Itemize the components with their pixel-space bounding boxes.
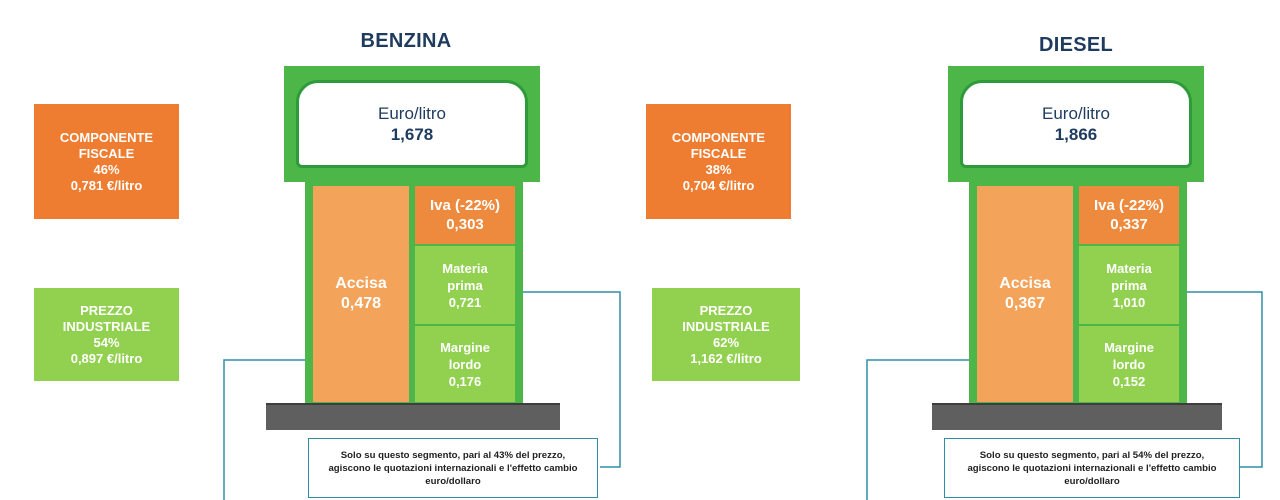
diesel-pump-base	[932, 403, 1222, 430]
benzina-iva-value: 0,303	[446, 216, 484, 233]
benzina-fiscal-label2: FISCALE	[78, 145, 135, 161]
diesel-price: 1,866	[1054, 125, 1098, 144]
diesel-margine-label1: Margine	[1104, 339, 1154, 355]
diesel-fiscal-label2: FISCALE	[690, 145, 747, 161]
benzina-accisa-segment: Accisa 0,478	[313, 186, 409, 402]
benzina-accisa-label: Accisa	[335, 275, 387, 292]
benzina-note-line1: Solo su questo segmento, pari al 43% del…	[340, 449, 566, 461]
diesel-accisa-label: Accisa	[999, 275, 1051, 292]
benzina-materia-value: 0,721	[448, 294, 482, 310]
benzina-materia-label2: prima	[447, 277, 483, 293]
diesel-industrial-value: 1,162 €/litro	[690, 350, 762, 366]
diesel-accisa-value: 0,367	[1004, 295, 1046, 312]
benzina-fiscal-pct: 46%	[93, 161, 120, 177]
diesel-iva-label: Iva (-22%)	[1093, 197, 1165, 214]
benzina-iva-label: Iva (-22%)	[429, 197, 501, 214]
diesel-fiscal-label1: COMPONENTE	[671, 129, 766, 145]
benzina-price: 1,678	[390, 125, 434, 144]
diesel-fiscal-tag: COMPONENTE FISCALE 38% 0,704 €/litro	[646, 104, 791, 219]
benzina-fiscal-value: 0,781 €/litro	[70, 177, 143, 193]
diesel-iva-value: 0,337	[1110, 216, 1148, 233]
benzina-industrial-value: 0,897 €/litro	[70, 350, 143, 366]
diesel-unit: Euro/litro	[1041, 104, 1111, 123]
diesel-margine-label2: lordo	[1112, 356, 1146, 372]
benzina-unit: Euro/litro	[377, 104, 447, 123]
diesel-price-display: Euro/litro 1,866	[960, 80, 1192, 168]
benzina-note-line3: euro/dollaro	[425, 475, 481, 487]
benzina-industrial-label2: INDUSTRIALE	[62, 318, 151, 334]
benzina-iva-segment: Iva (-22%) 0,303	[415, 186, 515, 244]
benzina-industrial-tag: PREZZO INDUSTRIALE 54% 0,897 €/litro	[34, 288, 179, 381]
diesel-fiscal-value: 0,704 €/litro	[682, 177, 755, 193]
diesel-title: DIESEL	[1038, 34, 1114, 56]
benzina-note-line2: agiscono le quotazioni internazionali e …	[328, 462, 578, 474]
benzina-margine-label1: Margine	[440, 339, 490, 355]
benzina-margine-value: 0,176	[448, 373, 482, 389]
benzina-note: Solo su questo segmento, pari al 43% del…	[308, 438, 598, 498]
benzina-title: BENZINA	[360, 30, 452, 52]
benzina-pump-head: Euro/litro 1,678	[284, 66, 540, 182]
benzina-industrial-label1: PREZZO	[80, 302, 133, 318]
benzina-fiscal-tag: COMPONENTE FISCALE 46% 0,781 €/litro	[34, 104, 179, 219]
diesel-industrial-label2: INDUSTRIALE	[682, 318, 770, 334]
benzina-price-display: Euro/litro 1,678	[296, 80, 528, 168]
diesel-note-line3: euro/dollaro	[1064, 475, 1120, 487]
diesel-industrial-pct: 62%	[712, 334, 740, 350]
benzina-materia-segment: Materia prima 0,721	[415, 246, 515, 324]
benzina-fiscal-label1: COMPONENTE	[59, 129, 154, 145]
diesel-pump-head: Euro/litro 1,866	[948, 66, 1204, 182]
diesel-materia-segment: Materia prima 1,010	[1079, 246, 1179, 324]
diesel-note-line2: agiscono le quotazioni internazionali e …	[967, 462, 1217, 474]
benzina-margine-segment: Margine lordo 0,176	[415, 326, 515, 402]
benzina-margine-label2: lordo	[448, 356, 482, 372]
diesel-materia-label1: Materia	[1106, 260, 1152, 276]
diesel-margine-segment: Margine lordo 0,152	[1079, 326, 1179, 402]
diesel-note-line1: Solo su questo segmento, pari al 54% del…	[979, 449, 1205, 461]
benzina-pump-base	[266, 403, 560, 430]
benzina-accisa-value: 0,478	[340, 295, 382, 312]
diesel-fiscal-pct: 38%	[705, 161, 732, 177]
benzina-industrial-pct: 54%	[93, 334, 120, 350]
diesel-materia-value: 1,010	[1112, 294, 1146, 310]
benzina-materia-connector	[495, 291, 621, 468]
diesel-materia-label2: prima	[1111, 277, 1147, 293]
diesel-iva-segment: Iva (-22%) 0,337	[1079, 186, 1179, 244]
diesel-accisa-segment: Accisa 0,367	[977, 186, 1073, 402]
diesel-materia-connector	[1140, 291, 1263, 468]
diesel-margine-value: 0,152	[1112, 373, 1146, 389]
diesel-industrial-tag: PREZZO INDUSTRIALE 62% 1,162 €/litro	[652, 288, 800, 381]
diesel-industrial-label1: PREZZO	[699, 302, 753, 318]
diesel-note: Solo su questo segmento, pari al 54% del…	[944, 438, 1240, 498]
benzina-materia-label1: Materia	[442, 260, 488, 276]
